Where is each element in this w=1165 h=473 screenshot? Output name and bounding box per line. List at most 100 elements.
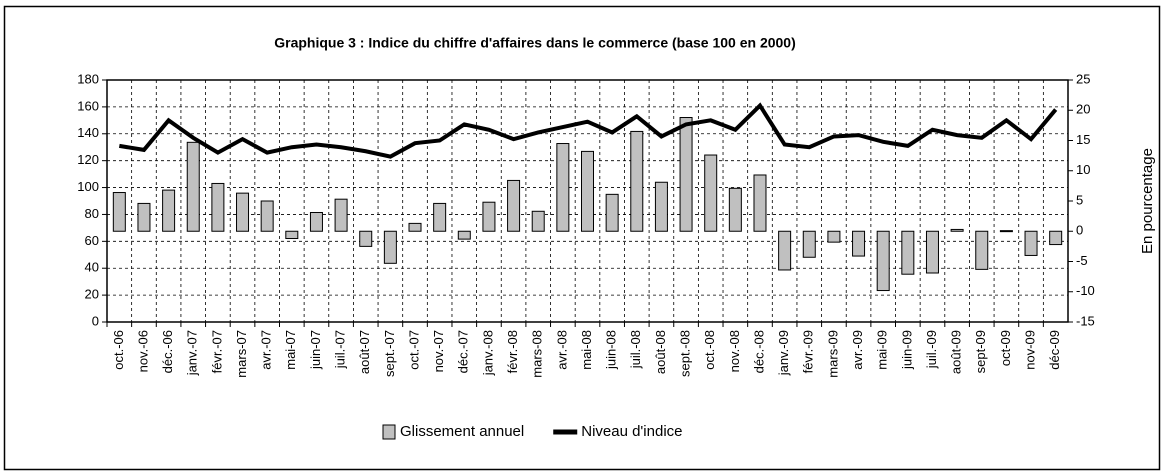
- x-tick-label: juil.-07: [333, 330, 348, 369]
- bar: [852, 230, 866, 257]
- x-tick-label: juin-08: [604, 330, 619, 370]
- x-tick-label: déc.-07: [456, 330, 471, 373]
- x-tick-label: févr.-09: [801, 330, 816, 373]
- bar: [383, 230, 397, 264]
- bar: [531, 210, 545, 232]
- x-tick-label: nov.-07: [431, 330, 446, 372]
- x-tick-label: mars-09: [825, 330, 840, 378]
- bar: [605, 193, 619, 232]
- bar: [162, 189, 176, 232]
- bar: [433, 202, 447, 232]
- x-tick-label: nov.-06: [135, 330, 150, 372]
- bar: [211, 182, 225, 232]
- y2-tick-label: 5: [1076, 192, 1083, 207]
- y-tick-label: 140: [77, 125, 99, 140]
- bar: [975, 230, 989, 270]
- x-tick-label: mai-09: [875, 330, 890, 370]
- x-tick-label: mai-07: [283, 330, 298, 370]
- x-tick-label: nov.-08: [727, 330, 742, 372]
- y-tick-label: 100: [77, 179, 99, 194]
- x-tick-label: févr.-08: [505, 330, 520, 373]
- x-tick-label: sept.-08: [678, 330, 693, 377]
- legend-label: Glissement annuel: [400, 423, 524, 440]
- x-tick-label: nov-09: [1022, 330, 1037, 370]
- y2-tick-label: -10: [1076, 283, 1095, 298]
- y2-tick-label: -5: [1076, 253, 1088, 268]
- bar: [359, 230, 373, 247]
- x-tick-label: juin-07: [308, 330, 323, 370]
- x-tick-label: juil.-09: [924, 330, 939, 369]
- bar: [704, 154, 718, 232]
- bar: [1049, 230, 1063, 246]
- x-tick-label: juil.-08: [628, 330, 643, 369]
- legend-label: Niveau d'indice: [581, 423, 682, 440]
- x-tick-label: janv.-07: [185, 330, 200, 376]
- bar: [827, 230, 841, 243]
- bar: [285, 230, 299, 240]
- bar: [260, 200, 274, 232]
- plot-area: [106, 79, 1069, 323]
- bar: [950, 228, 964, 232]
- x-tick-label: déc.-06: [160, 330, 175, 373]
- x-tick-label: août-07: [357, 330, 372, 374]
- bar: [802, 230, 816, 258]
- bar: [137, 202, 151, 232]
- bar: [309, 211, 323, 232]
- line: [118, 102, 1058, 159]
- bar: [753, 174, 767, 232]
- x-tick-label: avr.-07: [259, 330, 274, 370]
- chart-title: Graphique 3 : Indice du chiffre d'affair…: [274, 35, 796, 51]
- x-tick-label: sept-09: [973, 330, 988, 373]
- y-tick-label: 60: [85, 233, 99, 248]
- x-tick-label: avr.-08: [554, 330, 569, 370]
- y2-tick-label: 25: [1076, 71, 1090, 86]
- x-tick-label: janv.-08: [480, 330, 495, 376]
- x-tick-label: déc-09: [1047, 330, 1062, 370]
- frame: [3, 5, 1161, 471]
- bar: [236, 192, 250, 232]
- bar: [630, 130, 644, 232]
- x-tick-label: avr.-09: [850, 330, 865, 370]
- y-tick-label: 180: [77, 71, 99, 86]
- x-tick-label: oct.-07: [406, 330, 421, 370]
- x-tick-label: févr.-07: [209, 330, 224, 373]
- bar: [679, 117, 693, 232]
- y-tick-label: 40: [85, 260, 99, 275]
- bar: [507, 179, 521, 232]
- y2-axis-title: En pourcentage: [1139, 148, 1156, 254]
- bar: [778, 230, 792, 271]
- bar: [901, 230, 915, 275]
- x-tick-label: janv.-09: [776, 330, 791, 376]
- bar: [186, 141, 200, 232]
- x-tick-label: oct-09: [998, 330, 1013, 366]
- y2-tick-label: -15: [1076, 313, 1095, 328]
- bar: [876, 230, 890, 292]
- bar: [408, 222, 422, 232]
- x-tick-label: déc.-08: [751, 330, 766, 373]
- legend-swatch: [382, 424, 396, 440]
- x-tick-label: oct.-06: [111, 330, 126, 370]
- x-tick-label: août-08: [653, 330, 668, 374]
- bar: [581, 150, 594, 232]
- x-tick-label: oct.-08: [702, 330, 717, 370]
- x-tick-label: août-09: [949, 330, 964, 374]
- bar: [112, 192, 126, 232]
- bar: [334, 198, 348, 232]
- x-tick-label: mai-08: [579, 330, 594, 370]
- y2-tick-label: 15: [1076, 132, 1090, 147]
- bar: [925, 230, 939, 274]
- bar: [654, 181, 668, 232]
- x-tick-label: mars-08: [530, 330, 545, 378]
- y-tick-label: 20: [85, 287, 99, 302]
- bar: [482, 201, 496, 232]
- bar: [457, 230, 471, 240]
- x-tick-label: juin-09: [899, 330, 914, 370]
- bar: [999, 230, 1013, 233]
- x-tick-label: sept.-07: [382, 330, 397, 377]
- y2-tick-label: 0: [1076, 223, 1083, 238]
- y2-tick-label: 10: [1076, 162, 1090, 177]
- y-tick-label: 80: [85, 206, 99, 221]
- bar: [1024, 230, 1038, 256]
- y2-tick-label: 20: [1076, 102, 1090, 117]
